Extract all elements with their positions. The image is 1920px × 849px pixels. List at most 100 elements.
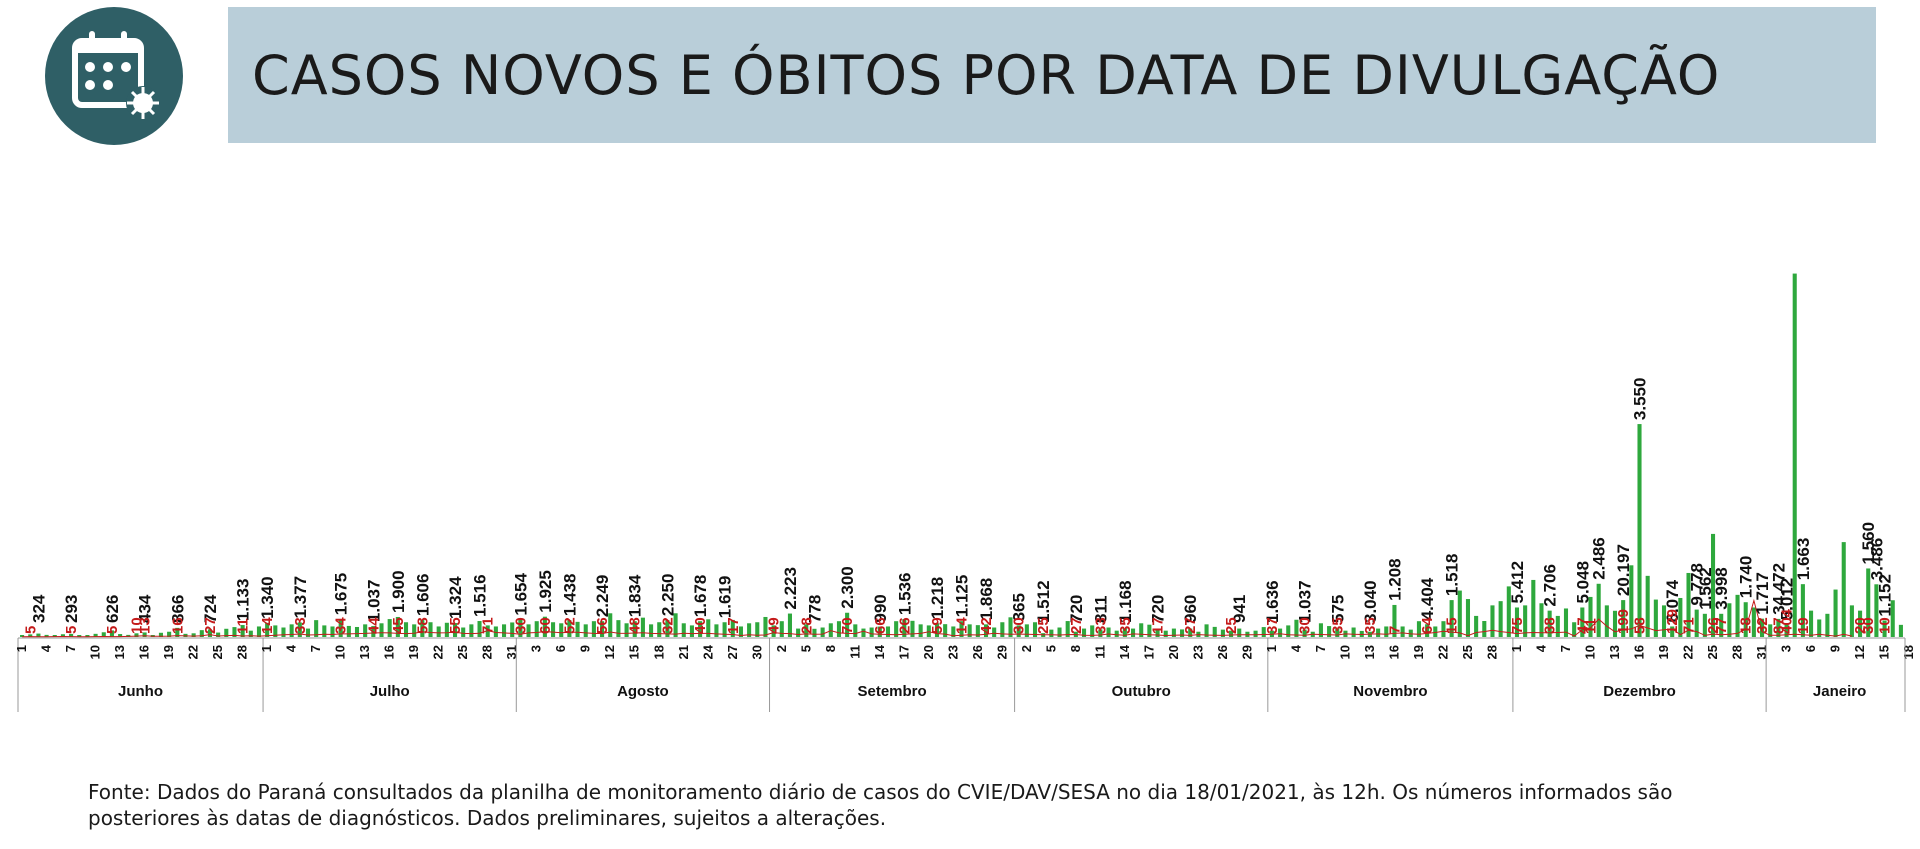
case-bar <box>698 621 703 637</box>
case-bar <box>640 617 645 637</box>
case-bar <box>1261 627 1266 637</box>
case-bar <box>240 625 245 637</box>
death-data-label: 35 <box>1329 617 1346 634</box>
case-data-label: 2.223 <box>781 567 800 610</box>
death-data-label: 18 <box>1738 617 1755 634</box>
case-bar <box>1858 610 1863 637</box>
case-bar <box>256 626 262 637</box>
case-bar <box>894 621 899 637</box>
death-data-label: 27 <box>202 617 219 634</box>
case-bar <box>1122 628 1127 637</box>
death-data-label: 40 <box>692 617 709 634</box>
case-bar <box>1694 609 1699 637</box>
day-tick-label: 14 <box>872 644 887 659</box>
death-data-label: 129 <box>1664 609 1681 634</box>
case-bar <box>28 634 33 637</box>
day-tick-label: 7 <box>1313 645 1328 652</box>
case-bar <box>1563 608 1569 637</box>
day-tick-label: 13 <box>1607 645 1622 659</box>
case-bar <box>943 624 948 637</box>
day-tick-label: 12 <box>602 645 617 659</box>
case-bar <box>861 628 866 637</box>
day-tick-label: 10 <box>333 645 348 659</box>
day-tick-label: 19 <box>161 645 176 659</box>
case-bar <box>452 623 458 637</box>
case-data-label: 2.300 <box>838 566 857 609</box>
case-bar <box>469 624 474 637</box>
case-bar <box>755 622 760 637</box>
case-bar <box>1710 533 1716 637</box>
case-data-label: 2.249 <box>593 575 612 618</box>
month-label: Agosto <box>617 683 669 700</box>
case-bar <box>436 626 441 637</box>
case-data-label: 5.048 <box>1573 561 1592 604</box>
case-bar <box>1139 623 1144 637</box>
case-data-label: 1.619 <box>716 576 735 619</box>
case-bar <box>93 633 98 637</box>
day-tick-label: 25 <box>210 645 225 659</box>
case-bar <box>1147 624 1152 637</box>
case-bar <box>77 635 82 637</box>
case-bar <box>747 623 752 637</box>
case-bar <box>1114 630 1119 637</box>
day-tick-label: 7 <box>63 645 78 652</box>
day-tick-label: 9 <box>1828 645 1843 652</box>
title-bar: CASOS NOVOS E ÓBITOS POR DATA DE DIVULGA… <box>228 7 1876 143</box>
case-bar <box>1604 605 1609 637</box>
case-data-label: 1.512 <box>1034 580 1053 623</box>
case-bar <box>1760 618 1765 637</box>
case-bar <box>1253 630 1258 637</box>
case-bar <box>1702 613 1707 637</box>
case-bar <box>248 630 253 637</box>
case-bar <box>804 624 809 637</box>
case-bar <box>395 616 400 637</box>
case-bar <box>1049 629 1054 637</box>
day-tick-label: 16 <box>1386 645 1401 659</box>
case-bar <box>1890 600 1895 637</box>
case-bar <box>1384 626 1389 637</box>
case-bar <box>1057 627 1062 637</box>
death-data-label: 30 <box>1297 617 1314 634</box>
death-data-label: 64 <box>1419 617 1436 634</box>
day-tick-label: 15 <box>1877 645 1892 659</box>
calendar-ring-right <box>121 31 127 47</box>
day-tick-label: 10 <box>1337 645 1352 659</box>
death-data-label: 26 <box>1705 617 1722 634</box>
day-tick-label: 9 <box>578 645 593 652</box>
case-bar <box>796 628 801 637</box>
case-data-label: 1.324 <box>446 576 465 619</box>
case-bar <box>1294 619 1299 637</box>
source-line-1: Fonte: Dados do Paraná consultados da pl… <box>88 780 1673 804</box>
case-bar <box>1024 624 1029 637</box>
death-data-label: 59 <box>929 617 946 634</box>
case-bar <box>1621 600 1626 637</box>
case-bar <box>1163 630 1168 637</box>
case-bar <box>354 626 360 637</box>
case-bar <box>551 622 556 637</box>
case-bar <box>722 622 727 637</box>
death-data-label: 87 <box>1770 617 1787 634</box>
death-data-label: 5 <box>22 626 39 634</box>
day-tick-label: 7 <box>1558 645 1573 652</box>
day-tick-label: 29 <box>994 645 1009 659</box>
case-bar <box>1743 602 1748 637</box>
day-tick-label: 26 <box>1215 645 1230 659</box>
case-data-label: 3.486 <box>1867 538 1886 581</box>
case-data-label: 724 <box>201 594 220 623</box>
death-data-label: 14 <box>954 617 971 634</box>
case-data-label: 1.152 <box>1876 574 1895 617</box>
day-tick-label: 18 <box>651 645 666 659</box>
case-data-label: 3.550 <box>1631 378 1650 421</box>
case-data-label: 434 <box>136 594 155 623</box>
case-data-label: 990 <box>871 594 890 622</box>
death-data-label: 25 <box>1223 617 1240 634</box>
day-tick-label: 4 <box>1288 644 1303 652</box>
case-data-label: 1.125 <box>953 575 972 618</box>
case-bar <box>1278 628 1283 637</box>
case-bar <box>1809 610 1814 637</box>
case-bar <box>1449 600 1454 637</box>
case-bar <box>902 619 907 637</box>
case-bar <box>1776 618 1781 637</box>
day-tick-label: 6 <box>1803 645 1818 652</box>
